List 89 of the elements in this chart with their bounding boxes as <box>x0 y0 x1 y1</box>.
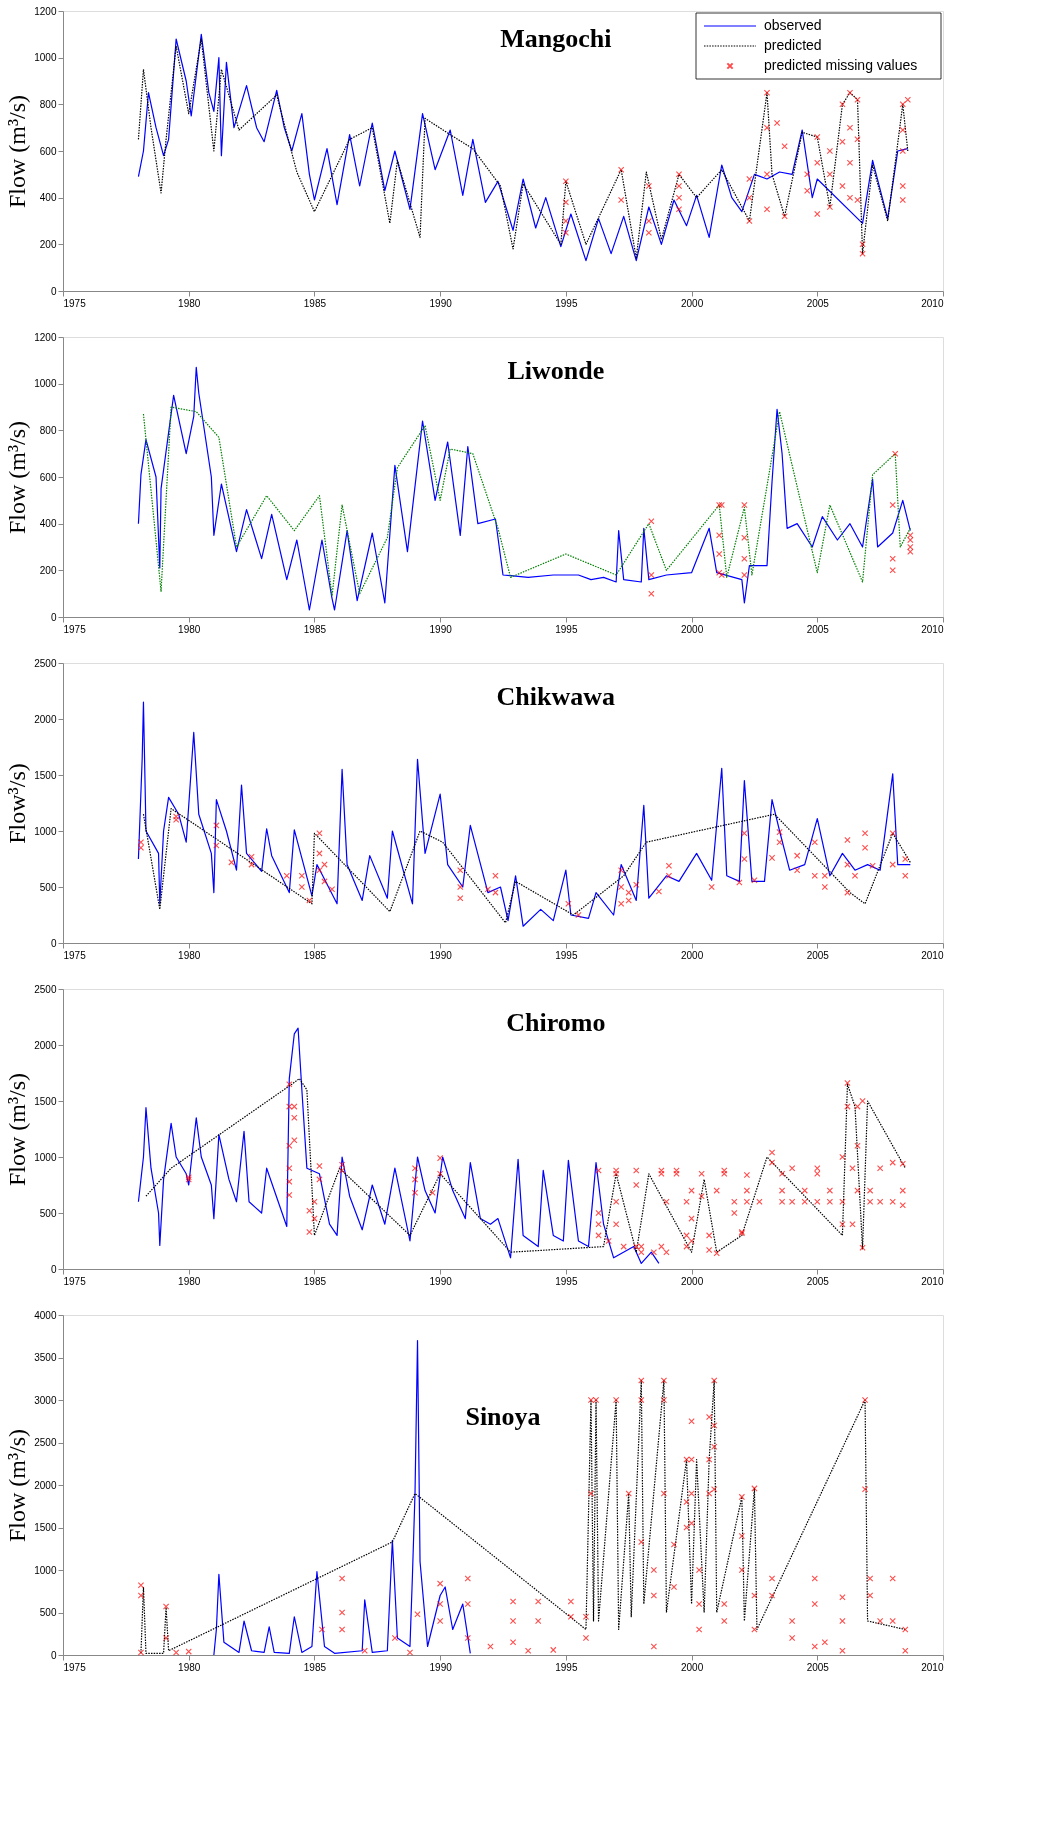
x-tick-label: 1985 <box>303 949 327 961</box>
x-tick-label: 1995 <box>555 1275 578 1287</box>
y-tick-label: 1500 <box>34 1522 57 1533</box>
y-tick-label: 0 <box>50 1649 57 1661</box>
x-tick-label: 1975 <box>63 949 87 961</box>
x-tick-label: 1975 <box>63 1661 87 1673</box>
text: Mangochi <box>500 24 612 53</box>
x-tick-label: 2000 <box>680 949 704 961</box>
x-tick-label: 2000 <box>680 1275 704 1287</box>
x-tick-label: 1985 <box>303 623 327 635</box>
y-tick-label: 500 <box>39 1607 57 1618</box>
y-axis-title: Flow (m³/s) <box>4 1072 31 1187</box>
y-tick-label: 2500 <box>34 657 57 669</box>
x-tick-label: 1985 <box>303 1275 327 1287</box>
legend-label: predicted <box>764 37 822 53</box>
legend-label: observed <box>764 17 822 33</box>
y-tick-label: 1000 <box>34 825 57 837</box>
x-tick-label: 2010 <box>921 949 944 961</box>
y-tick-label: 2500 <box>34 983 57 995</box>
y-tick-label: 1000 <box>34 378 57 390</box>
x-tick-label: 2005 <box>806 949 830 961</box>
y-tick-label: 2500 <box>34 1437 57 1448</box>
y-tick-label: 500 <box>39 1207 57 1219</box>
y-axis-title: Flow (m³/s) <box>4 420 31 535</box>
x-tick-label: 1995 <box>555 949 578 961</box>
y-tick-label: 1000 <box>34 1151 57 1163</box>
x-tick-label: 2000 <box>680 623 704 635</box>
y-tick-label: 800 <box>39 98 57 110</box>
y-tick-label: 400 <box>39 192 57 204</box>
y-tick-label: 600 <box>39 471 57 483</box>
y-tick-label: 800 <box>39 424 57 436</box>
y-tick-label: 2000 <box>34 1039 57 1051</box>
y-tick-label: 600 <box>39 145 57 157</box>
x-tick-label: 2005 <box>806 1275 830 1287</box>
y-tick-label: 3000 <box>34 1394 57 1406</box>
x-tick-label: 2010 <box>921 1661 944 1673</box>
x-tick-label: 2010 <box>921 623 944 635</box>
x-tick-label: 1975 <box>63 297 87 309</box>
x-tick-label: 1980 <box>178 623 201 635</box>
y-tick-label: 1000 <box>34 52 57 64</box>
y-tick-label: 200 <box>39 238 57 250</box>
x-tick-label: 1990 <box>429 297 453 309</box>
text: Sinoya <box>465 1402 541 1431</box>
y-tick-label: 4000 <box>34 1309 57 1321</box>
y-tick-label: 1200 <box>34 5 57 17</box>
x-tick-label: 1975 <box>63 623 87 635</box>
legend-label: predicted missing values <box>764 57 918 73</box>
text: Chiromo <box>506 1007 606 1037</box>
y-tick-label: 0 <box>50 937 57 949</box>
x-tick-label: 2005 <box>806 297 830 309</box>
x-tick-label: 1975 <box>63 1275 87 1287</box>
x-tick-label: 1980 <box>178 1275 201 1287</box>
text: Liwonde <box>507 355 605 385</box>
x-tick-label: 1990 <box>429 623 453 635</box>
y-tick-label: 200 <box>39 564 57 576</box>
y-tick-label: 3500 <box>34 1352 57 1363</box>
x-tick-label: 1990 <box>429 1275 453 1287</box>
x-tick-label: 1985 <box>303 1661 327 1673</box>
y-tick-label: 0 <box>50 1263 57 1275</box>
y-tick-label: 2000 <box>34 713 57 725</box>
y-tick-label: 2000 <box>34 1479 57 1491</box>
y-axis-title: Flow (m³/s) <box>4 94 31 209</box>
x-tick-label: 1995 <box>555 1661 578 1673</box>
y-tick-label: 500 <box>39 881 57 893</box>
x-tick-label: 1980 <box>178 297 201 309</box>
x-tick-label: 2005 <box>806 1661 830 1673</box>
y-tick-label: 1200 <box>34 331 57 343</box>
y-axis-title: Flow³/s) <box>4 763 31 844</box>
line-series <box>142 406 911 597</box>
x-tick-label: 2010 <box>921 297 944 309</box>
y-tick-label: 0 <box>50 285 57 297</box>
x-tick-label: 2000 <box>680 297 704 309</box>
x-tick-label: 1985 <box>303 297 327 309</box>
y-tick-label: 1500 <box>34 769 57 781</box>
x-tick-label: 1980 <box>178 949 201 961</box>
text: Chikwawa <box>496 681 616 711</box>
x-tick-label: 1995 <box>555 297 578 309</box>
y-tick-label: 0 <box>50 611 57 623</box>
x-tick-label: 1980 <box>178 1661 201 1673</box>
y-tick-label: 400 <box>39 518 57 530</box>
y-tick-label: 1000 <box>34 1564 57 1576</box>
x-tick-label: 1990 <box>429 949 453 961</box>
x-tick-label: 2000 <box>680 1661 704 1673</box>
x-tick-label: 2010 <box>921 1275 944 1287</box>
y-tick-label: 1500 <box>34 1095 57 1107</box>
x-tick-label: 1995 <box>555 623 578 635</box>
x-tick-label: 1990 <box>429 1661 453 1673</box>
x-tick-label: 2005 <box>806 623 830 635</box>
y-axis-title: Flow (m³/s) <box>4 1428 31 1543</box>
